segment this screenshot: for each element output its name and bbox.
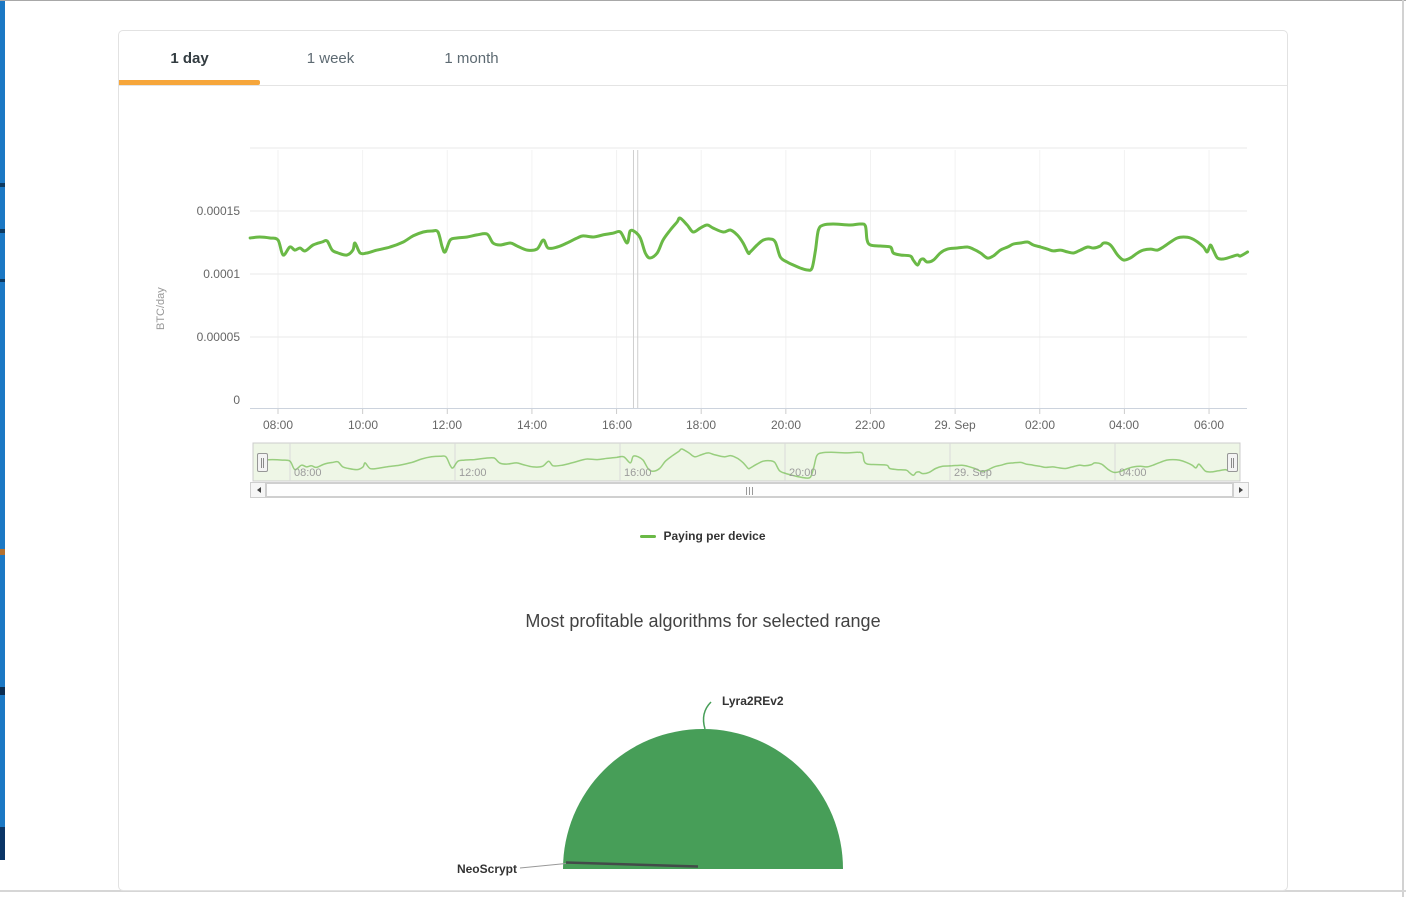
scrollbar-grip-icon: [745, 487, 754, 495]
y-axis-title: BTC/day: [155, 287, 167, 330]
pie-label-lyra2rev2: Lyra2REv2: [722, 694, 784, 708]
right-arrow-icon: [1238, 487, 1246, 493]
window-top-edge: [0, 0, 1406, 1]
range-tabs: 1 day 1 week 1 month: [119, 31, 1287, 86]
window-left-edge-strip: [0, 1, 5, 860]
tab-1-month[interactable]: 1 month: [444, 50, 499, 67]
navigator-area[interactable]: [252, 442, 1241, 482]
pie-connector-lyra2rev2: [702, 701, 712, 730]
pie-slice-neoscrypt[interactable]: [565, 861, 699, 868]
navigator-scrollbar[interactable]: [250, 482, 1249, 498]
section-divider: [0, 890, 1406, 892]
chart-plot-area[interactable]: [250, 148, 1247, 408]
window-right-edge: [1402, 0, 1404, 897]
pie-connector-neoscrypt: [519, 863, 567, 869]
legend-label: Paying per device: [663, 529, 766, 543]
left-strip-mark: [0, 549, 5, 555]
left-strip-mark: [0, 183, 5, 187]
scrollbar-thumb[interactable]: [266, 483, 1233, 497]
left-strip-mark: [0, 229, 5, 233]
navigator-handle-right[interactable]: [1227, 453, 1238, 472]
paying-per-device-line: [248, 216, 1250, 272]
scrollbar-right-arrow-button[interactable]: [1233, 483, 1248, 497]
chart-legend[interactable]: Paying per device: [0, 529, 1406, 543]
navigator-handle-left[interactable]: [257, 453, 268, 472]
pie-section-title: Most profitable algorithms for selected …: [525, 611, 881, 631]
left-arrow-icon: [254, 487, 261, 493]
left-strip-mark: [0, 687, 5, 695]
left-strip-mark: [0, 827, 5, 860]
left-strip-mark: [0, 279, 5, 282]
pie-label-neoscrypt: NeoScrypt: [456, 862, 517, 876]
tab-1-day[interactable]: 1 day: [170, 50, 209, 67]
navigator-series-line: [262, 448, 1236, 479]
active-tab-indicator: [119, 80, 260, 85]
tab-1-week[interactable]: 1 week: [306, 50, 355, 67]
scrollbar-left-arrow-button[interactable]: [251, 483, 266, 497]
legend-line-swatch: [640, 534, 657, 538]
pie-slice-lyra2rev2[interactable]: [563, 729, 843, 869]
